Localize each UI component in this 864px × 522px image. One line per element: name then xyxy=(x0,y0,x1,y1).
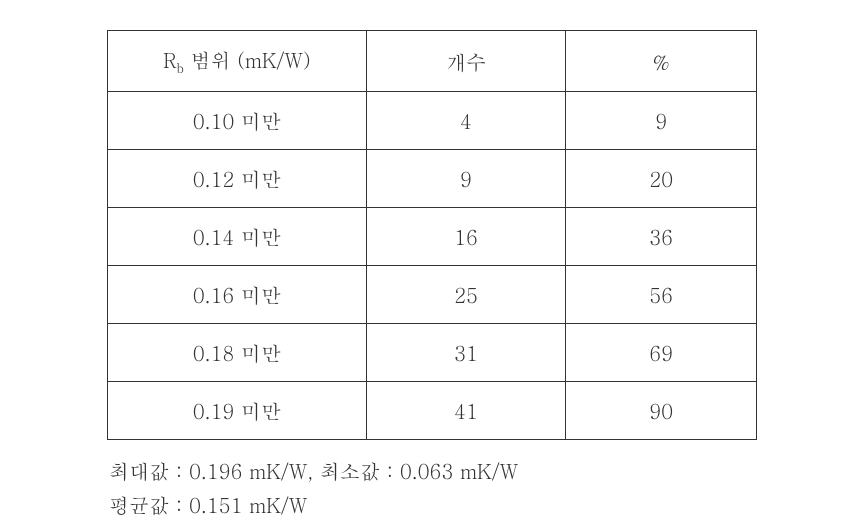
cell-count: 41 xyxy=(366,382,566,440)
table-row: 0.19 미만 41 90 xyxy=(108,382,757,440)
cell-count: 4 xyxy=(366,92,566,150)
header-row: Rb 범위 (mK/W) 개수 % xyxy=(108,31,757,92)
cell-range: 0.18 미만 xyxy=(108,324,367,382)
cell-range: 0.12 미만 xyxy=(108,150,367,208)
cell-percent: 20 xyxy=(566,150,757,208)
note-average: 평균값 : 0.151 mK/W xyxy=(109,488,759,522)
table-row: 0.12 미만 9 20 xyxy=(108,150,757,208)
cell-percent: 90 xyxy=(566,382,757,440)
cell-percent: 69 xyxy=(566,324,757,382)
cell-percent: 56 xyxy=(566,266,757,324)
note-max-min: 최대값 : 0.196 mK/W, 최소값 : 0.063 mK/W xyxy=(109,454,759,488)
cell-range: 0.14 미만 xyxy=(108,208,367,266)
header-range-sub: b xyxy=(176,58,184,77)
cell-count: 9 xyxy=(366,150,566,208)
table-row: 0.18 미만 31 69 xyxy=(108,324,757,382)
header-range-prefix: R xyxy=(163,45,176,74)
notes-section: 최대값 : 0.196 mK/W, 최소값 : 0.063 mK/W 평균값 :… xyxy=(105,454,759,522)
cell-range: 0.16 미만 xyxy=(108,266,367,324)
header-range: Rb 범위 (mK/W) xyxy=(108,31,367,92)
header-range-suffix: 범위 (mK/W) xyxy=(184,45,311,74)
data-table-wrapper: Rb 범위 (mK/W) 개수 % 0.10 미만 4 9 0.12 미만 9 … xyxy=(107,30,757,440)
data-table: Rb 범위 (mK/W) 개수 % 0.10 미만 4 9 0.12 미만 9 … xyxy=(107,30,757,440)
table-row: 0.14 미만 16 36 xyxy=(108,208,757,266)
cell-range: 0.10 미만 xyxy=(108,92,367,150)
header-percent: % xyxy=(566,31,757,92)
cell-count: 31 xyxy=(366,324,566,382)
header-count: 개수 xyxy=(366,31,566,92)
cell-percent: 9 xyxy=(566,92,757,150)
cell-range: 0.19 미만 xyxy=(108,382,367,440)
cell-count: 16 xyxy=(366,208,566,266)
table-row: 0.10 미만 4 9 xyxy=(108,92,757,150)
table-row: 0.16 미만 25 56 xyxy=(108,266,757,324)
cell-count: 25 xyxy=(366,266,566,324)
cell-percent: 36 xyxy=(566,208,757,266)
